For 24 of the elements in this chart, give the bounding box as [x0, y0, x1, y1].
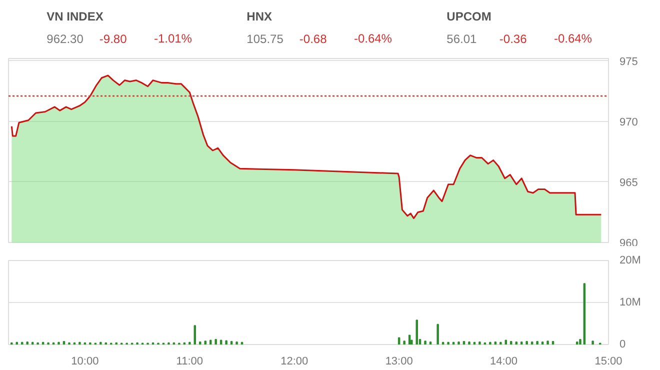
y-tick-label: 20M: [620, 254, 641, 266]
text: -0.64%: [554, 32, 592, 46]
y-tick-label: 965: [620, 176, 638, 189]
text: -0.36: [499, 32, 528, 46]
text: -0.64%: [354, 32, 392, 46]
text: UPCOM: [446, 10, 492, 24]
x-tick-label: 11:00: [176, 356, 204, 368]
x-tick-label: 13:00: [385, 356, 413, 368]
text: 962.30: [46, 32, 84, 46]
text: 56.01: [446, 32, 478, 46]
x-tick-label: 10:00: [71, 356, 99, 368]
text: HNX: [246, 10, 272, 24]
x-tick-label: 12:00: [280, 356, 308, 368]
text: -0.68: [299, 32, 328, 46]
text: 105.75: [246, 32, 284, 46]
y-tick-label: 0: [620, 338, 626, 350]
y-tick-label: 970: [620, 116, 638, 128]
x-tick-label: 14:00: [490, 356, 518, 368]
y-tick-label: 10M: [620, 296, 641, 308]
y-tick-label: 975: [620, 56, 638, 68]
text: VN INDEX: [46, 10, 104, 24]
x-tick-label: 15:00: [594, 356, 622, 368]
text: -9.80: [99, 32, 128, 46]
text: -1.01%: [154, 32, 192, 46]
